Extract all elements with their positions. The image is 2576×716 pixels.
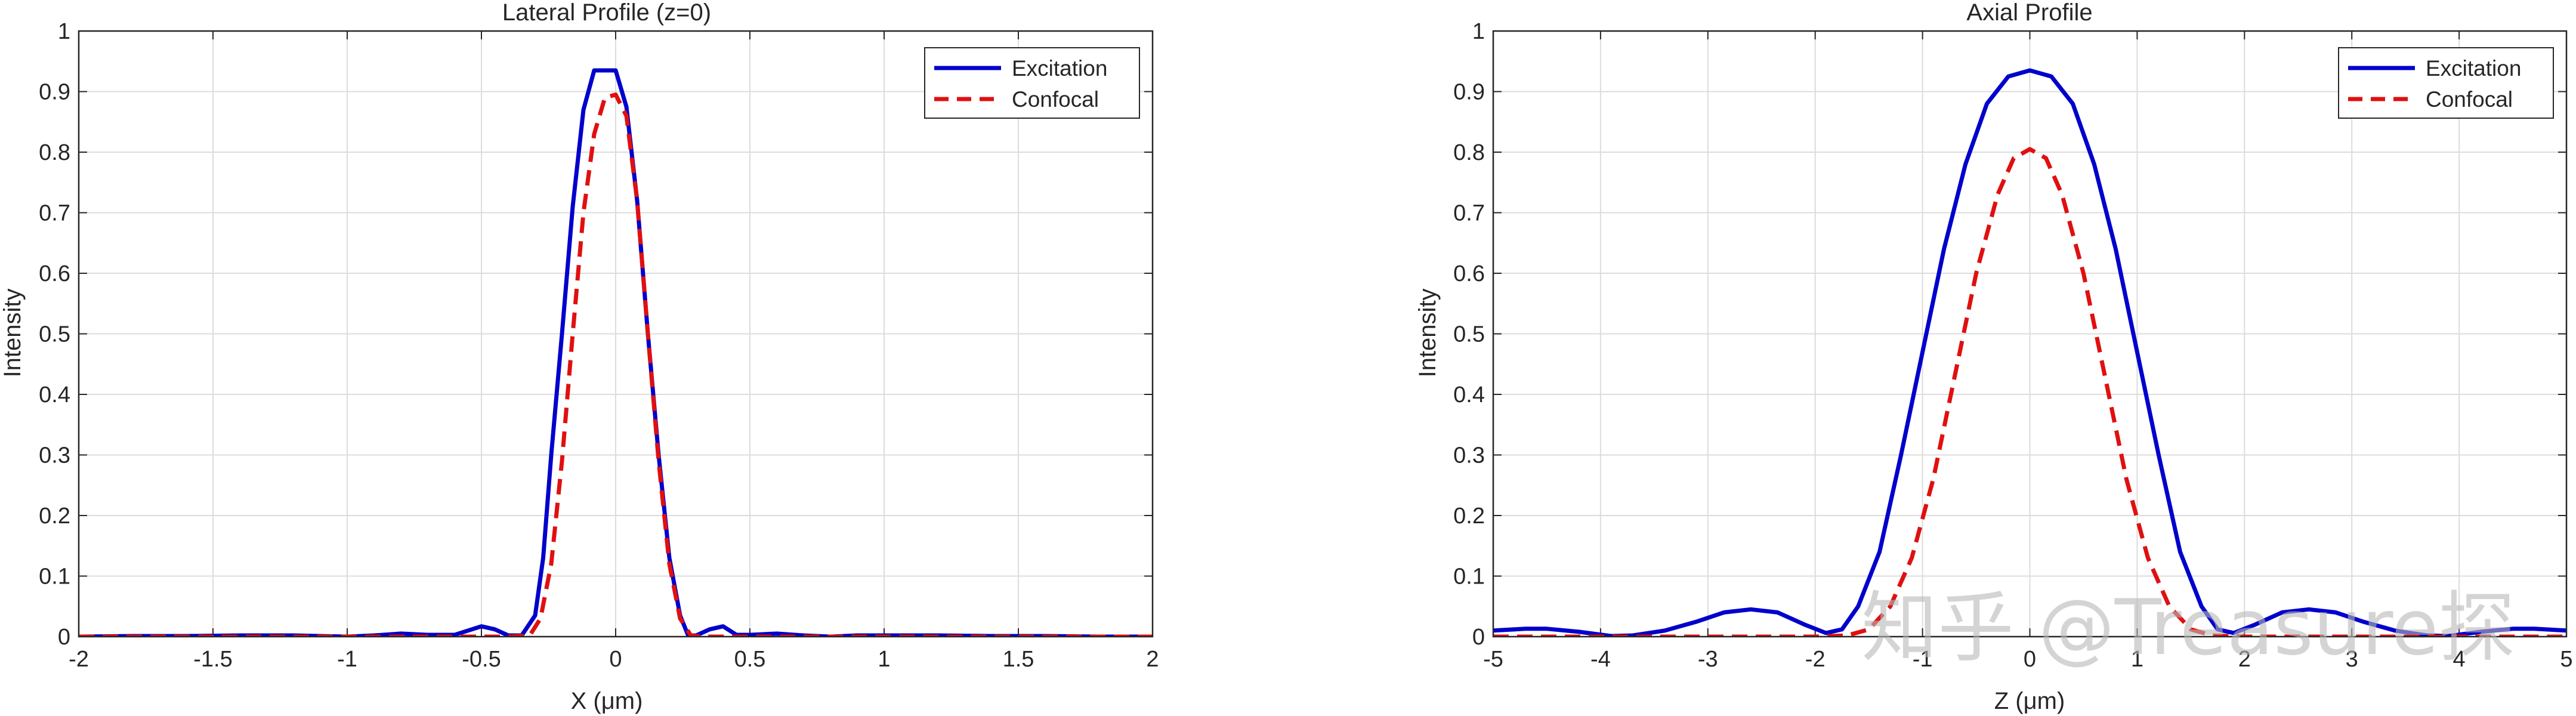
lateral-profile-chart: Lateral Profile (z=0) X (μm) Intensity -… [0,0,1159,714]
chart-1-y-tick-label: 0.9 [1453,80,1485,105]
chart-0-y-tick-label: 0.8 [39,140,70,165]
chart-1-y-tick-label: 0 [1472,625,1485,650]
y-axis-label: Intensity [0,289,26,378]
chart-0-y-tick-label: 0.3 [39,443,70,468]
chart-1-legend: Excitation Confocal [2338,47,2554,119]
chart-0-x-tick-label: -0.5 [462,647,501,672]
x-axis-label: Z (μm) [1994,688,2065,714]
chart-0-y-tick-label: 0.4 [39,382,70,408]
chart-0-y-tick-label: 0.1 [39,564,70,590]
chart-0-x-tick-label: -1 [337,647,357,672]
y-axis-label: Intensity [1414,289,1441,378]
chart-0-axes-box [78,30,1154,638]
chart-0-x-tick-label: -1.5 [193,647,232,672]
chart-1-x-tick-label: 3 [2346,647,2358,672]
chart-0-y-tick-label: 1 [58,19,70,44]
chart-1-x-tick-label: -1 [1913,647,1933,672]
chart-1-x-tick-label: 4 [2453,647,2466,672]
chart-1-series-excitation [1493,68,2566,637]
chart-0-legend-label-excitation: Excitation [1012,56,1107,81]
chart-0-x-tick-label: 0.5 [734,647,766,672]
chart-1-x-tick-label: -3 [1698,647,1718,672]
chart-1-y-tick-label: 0.2 [1453,504,1485,529]
chart-1-x-tick-label: 2 [2238,647,2251,672]
chart-1-legend-label-excitation: Excitation [2426,56,2521,81]
axial-profile-chart: Axial Profile Z (μm) Intensity -5 -4 -3 -2-… [1414,0,2573,714]
chart-1-y-tick-label: 0.8 [1453,140,1485,165]
chart-title: Lateral Profile (z=0) [502,0,711,26]
chart-1-y-tick-label: 0.7 [1453,201,1485,226]
chart-1-ticks: -5 -4 -3 -2 -1 0 1 2 3 4 5 0 0.1 0.2 0.3 0.4 0.5 0.6 0.7 0.… [1453,19,2572,672]
chart-0-y-tick-label: 0.6 [39,261,70,286]
chart-1-y-tick-label: 0.3 [1453,443,1485,468]
chart-1-y-tick-label: 0.6 [1453,261,1485,286]
chart-0-y-tick-label: 0.7 [39,201,70,226]
watermark: 知乎 @Treasure探 [1861,584,2515,672]
chart-1-series-lines [1493,68,2566,637]
chart-0-legend-label-confocal: Confocal [1012,87,1099,112]
chart-1-y-tick-label: 0.1 [1453,564,1485,590]
chart-0-y-tick-label: 0.9 [39,80,70,105]
chart-0-x-tick-label: 0 [609,647,622,672]
chart-0-x-tick-label: -2 [69,647,89,672]
chart-0-legend-box [924,47,1140,119]
chart-0-y-tick-label: 0 [58,625,70,650]
chart-0-x-tick-label: 2 [1146,647,1159,672]
chart-0-y-tick-label: 0.5 [39,322,70,347]
chart-1-y-tick-label: 0.5 [1453,322,1485,347]
x-axis-label: X (μm) [571,688,643,714]
chart-0-x-tick-label: 1 [878,647,890,672]
chart-1-x-tick-label: 5 [2560,647,2572,672]
chart-1-axes-box [1492,30,2568,638]
chart-title: Axial Profile [1966,0,2092,26]
chart-1-x-tick-label: 1 [2131,647,2143,672]
chart-1-x-tick-label: -5 [1483,647,1503,672]
chart-1-x-tick-label: -2 [1805,647,1826,672]
chart-0-x-tick-label: 1.5 [1003,647,1034,672]
chart-1-legend-box [2338,47,2554,119]
chart-1-legend-label-confocal: Confocal [2426,87,2513,112]
chart-1-series-confocal [1493,147,2566,637]
chart-1-x-tick-label: -4 [1590,647,1611,672]
chart-0-legend: Excitation Confocal [924,47,1140,119]
chart-1-y-tick-label: 0.4 [1453,382,1485,408]
chart-0-ticks: -2 -1.5 -1 -0.5 0 0.5 1 1.5 2 0 0.1 0.2 0.3 0.4 0.5 0.6… [39,19,1159,672]
chart-1-y-tick-label: 1 [1472,19,1485,44]
chart-0-y-tick-label: 0.2 [39,504,70,529]
chart-1-x-tick-label: 0 [2024,647,2036,672]
